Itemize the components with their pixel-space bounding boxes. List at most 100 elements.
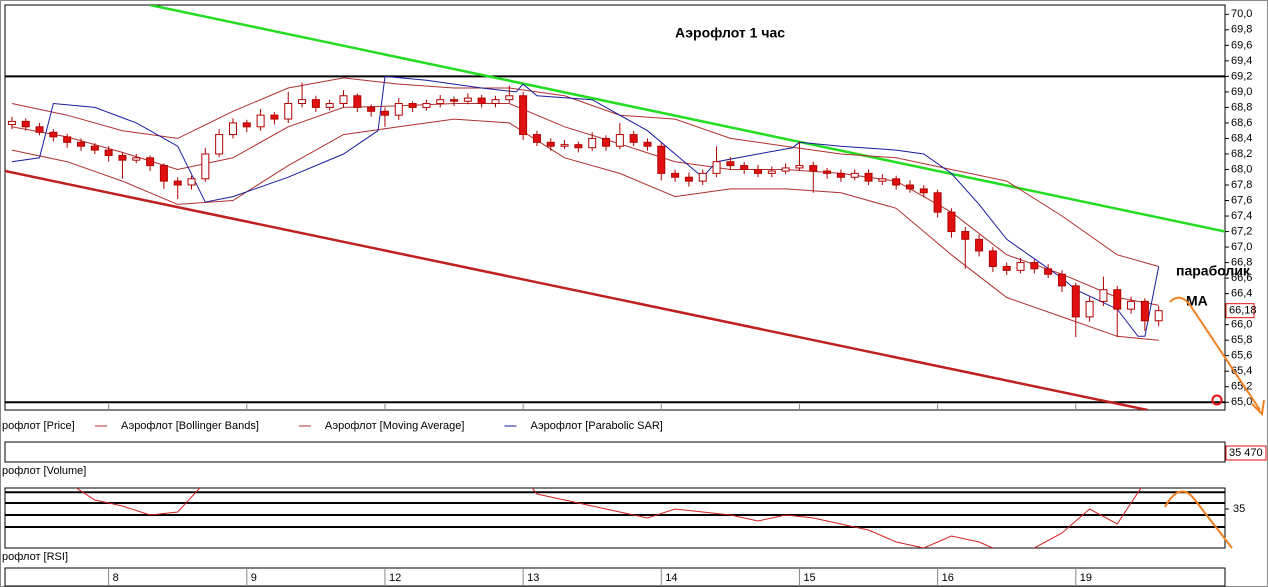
candle-body (21, 120, 30, 128)
candle-body (339, 95, 348, 105)
candle-body (1140, 300, 1149, 322)
candle-body (187, 178, 196, 186)
candle-body (7, 120, 16, 125)
candle-body (532, 134, 541, 143)
candle-body (1057, 273, 1066, 287)
candle-body (781, 167, 790, 172)
x-tick-label: 16 (942, 572, 954, 584)
y-tick-label: 67,2 (1231, 225, 1252, 237)
candle-body (629, 134, 638, 143)
volume-panel (4, 441, 1226, 463)
y-tick-label: 68,8 (1231, 101, 1252, 113)
candle-body (519, 95, 528, 136)
y-tick-label: 69,8 (1231, 24, 1252, 36)
y-tick-label: 65,8 (1231, 334, 1252, 346)
candle-body (726, 161, 735, 167)
band-line (11, 77, 1159, 267)
x-tick-label: 8 (113, 572, 119, 584)
y-tick-label: 66,4 (1231, 288, 1252, 300)
candle-body (159, 165, 168, 182)
y-tick-label: 66,8 (1231, 256, 1252, 268)
candle-body (823, 170, 832, 174)
candle-body (1085, 300, 1094, 318)
candle-body (836, 172, 845, 178)
candle-body (1154, 310, 1163, 322)
candle-body (546, 141, 555, 147)
candle-body (436, 99, 445, 105)
candle-body (49, 131, 58, 138)
x-tick-label: 14 (665, 572, 677, 584)
candle-body (463, 97, 472, 102)
candle-body (809, 165, 818, 172)
y-tick-label: 67,4 (1231, 210, 1252, 222)
rsi-plot (5, 488, 1225, 548)
candle-body (90, 145, 99, 151)
price-plot (5, 5, 1225, 410)
candle-body (671, 172, 680, 178)
candle-body (602, 137, 611, 147)
candle-body (560, 144, 569, 147)
candle-body (132, 157, 141, 161)
trend-line (5, 169, 1148, 410)
candle-body (767, 170, 776, 174)
y-tick-label: 68,6 (1231, 117, 1252, 129)
last-price-box (1225, 303, 1255, 319)
candle-body (298, 99, 307, 105)
candle-body (588, 137, 597, 149)
candle-body (256, 114, 265, 128)
legend-entry: рофлот [Price] (2, 420, 75, 432)
x-tick-label: 13 (527, 572, 539, 584)
x-tick-label: 19 (1080, 572, 1092, 584)
candle-body (740, 165, 749, 170)
volume-label-box (1225, 445, 1267, 461)
y-tick-label: 65,6 (1231, 350, 1252, 362)
candle-body (118, 155, 127, 161)
candle-body (394, 103, 403, 116)
y-tick-label: 67,6 (1231, 194, 1252, 206)
y-tick-label: 69,0 (1231, 86, 1252, 98)
candle-body (242, 122, 251, 128)
annotation: МА (1186, 293, 1208, 309)
forecast-arrow (1169, 296, 1261, 411)
candle-body (491, 99, 500, 105)
overlay: 65,065,265,465,665,866,066,266,466,666,8… (95, 8, 1267, 586)
y-tick-label: 68,4 (1231, 132, 1252, 144)
candle-body (850, 172, 859, 178)
candle-body (173, 180, 182, 186)
legend-entry: Аэрофлот [Bollinger Bands] (121, 420, 259, 432)
candle-body (408, 103, 417, 108)
panel-label: рофлот [RSI] (2, 551, 68, 563)
x-tick-label: 9 (251, 572, 257, 584)
candle-body (1099, 289, 1108, 302)
legend-entry: Аэрофлот [Moving Average] (325, 420, 465, 432)
rsi-line (75, 488, 1142, 548)
candle-body (1127, 300, 1136, 310)
candle-body (615, 134, 624, 147)
candle-body (450, 99, 459, 102)
candle-body (712, 161, 721, 174)
candle-body (146, 157, 155, 167)
arrow-head (1251, 399, 1265, 417)
y-tick-label: 70,0 (1231, 8, 1252, 20)
candle-body (988, 250, 997, 267)
candle-body (643, 141, 652, 147)
y-tick-label: 69,4 (1231, 55, 1252, 67)
candle-body (422, 103, 431, 108)
candle-body (574, 144, 583, 149)
candle-body (380, 110, 389, 116)
candle-body (657, 145, 666, 174)
y-tick-label: 66,0 (1231, 319, 1252, 331)
candle-body (864, 172, 873, 182)
candle-body (270, 114, 279, 120)
candle-body (367, 106, 376, 112)
candle-body (1044, 268, 1053, 275)
chart-title: Аэрофлот 1 час (675, 25, 785, 41)
candle-body (201, 153, 210, 180)
trend-line (149, 5, 1225, 233)
candle-body (477, 97, 486, 105)
candle-body (754, 168, 763, 174)
candle-body (905, 184, 914, 190)
candle-body (505, 95, 514, 101)
